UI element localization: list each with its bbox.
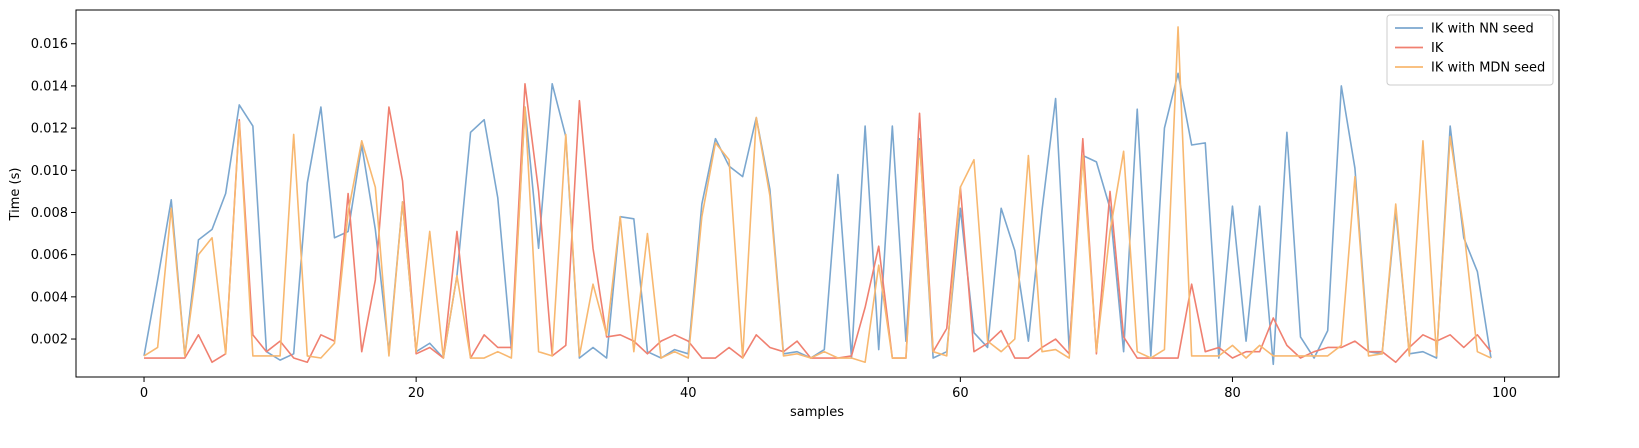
x-tick-label: 100	[1492, 386, 1517, 401]
x-axis-label: samples	[790, 405, 844, 420]
legend-label: IK with MDN seed	[1431, 61, 1545, 76]
series-line-1	[143, 72, 1492, 366]
x-tick-label: 40	[680, 386, 697, 401]
y-tick-label: 0.002	[31, 333, 68, 348]
legend-box	[1386, 14, 1554, 86]
x-tick-label: 0	[140, 386, 148, 401]
legend-label: IK with NN seed	[1431, 22, 1534, 37]
y-tick-label: 0.004	[31, 290, 68, 305]
series-line-2	[144, 83, 1492, 364]
x-tick-label: 20	[408, 386, 425, 401]
y-tick-label: 0.006	[31, 248, 68, 263]
y-tick-label: 0.016	[31, 37, 68, 52]
y-axis-label: Time (s)	[8, 168, 23, 222]
y-axis: 0.002 0.004 0.006 0.008 0.010 0.012 0.014 0.016	[31, 37, 76, 348]
series-line-3	[143, 26, 1492, 364]
x-tick-label: 80	[1224, 386, 1241, 401]
y-tick-label: 0.008	[31, 206, 68, 221]
plot-frame	[75, 9, 1560, 378]
y-tick-label: 0.012	[31, 122, 68, 137]
legend: IK with NN seed IK IK with MDN seed	[1386, 14, 1554, 86]
y-tick-label: 0.014	[31, 79, 68, 94]
legend-label: IK	[1431, 41, 1444, 56]
x-axis: 0 20 40 60 80 100	[140, 377, 1517, 401]
y-tick-label: 0.010	[31, 164, 68, 179]
series-layer	[143, 26, 1492, 366]
x-tick-label: 60	[952, 386, 969, 401]
